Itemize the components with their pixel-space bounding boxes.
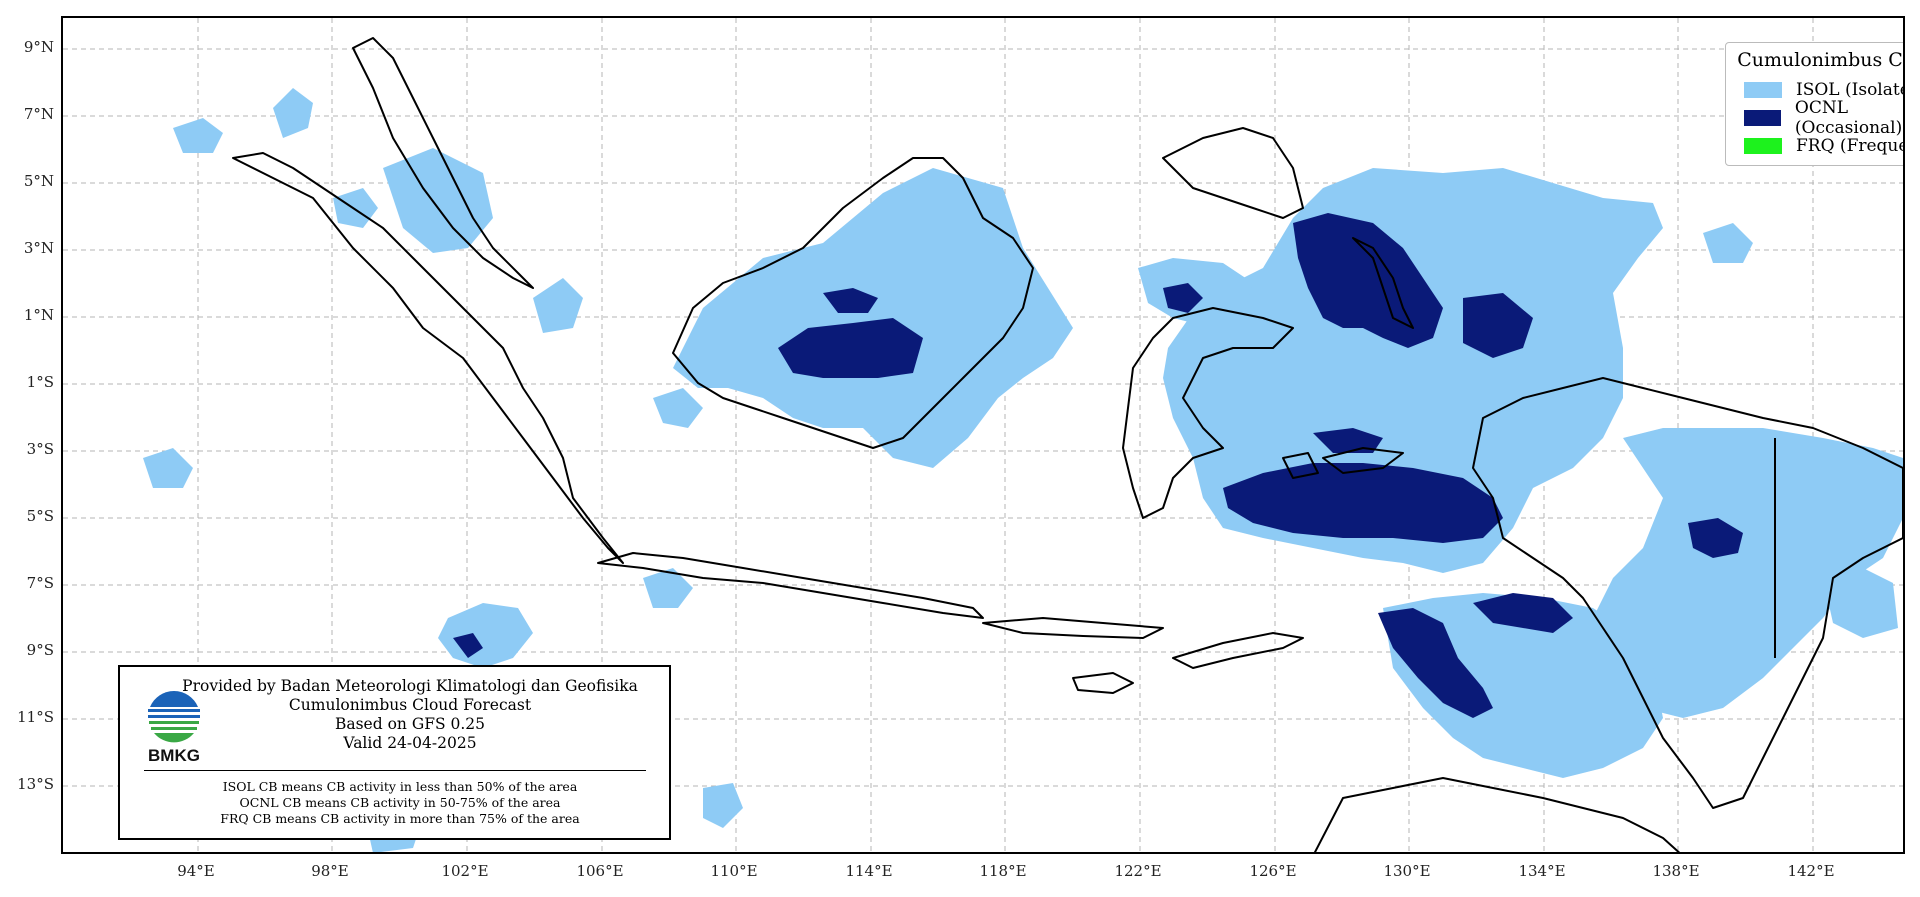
isol-area-aceh — [273, 88, 313, 138]
ocnl-area-sumatra-north — [453, 633, 483, 658]
ocnl-area-kalimantan — [778, 318, 923, 378]
info-line-valid: Valid 24-04-2025 — [343, 734, 477, 752]
ocnl-area-aru — [1473, 593, 1573, 633]
info-line-model: Based on GFS 0.25 — [334, 715, 486, 733]
info-divider — [144, 770, 646, 771]
info-line-title: Cumulonimbus Cloud Forecast — [288, 696, 532, 714]
info-note-ocnl: OCNL CB means CB activity in 50-75% of t… — [239, 795, 561, 810]
lon-label-102e: 102°E — [441, 862, 489, 880]
ocnl-area-papua-east — [1688, 518, 1743, 558]
coast-malay-peninsula — [352, 37, 534, 289]
lat-label-11s: 11°S — [17, 708, 54, 726]
coast-timor — [1172, 632, 1304, 669]
legend-item-isol: ISOL (Isolated) — [1744, 79, 1903, 101]
lon-label-98e: 98°E — [311, 862, 349, 880]
legend-label-isol: ISOL (Isolated) — [1796, 80, 1903, 100]
lon-label-142e: 142°E — [1787, 862, 1835, 880]
coast-sulawesi — [1122, 307, 1294, 519]
ocnl-area-seram — [1313, 428, 1383, 453]
legend: Cumulonimbus Cloud ISOL (Isolated) OCNL … — [1725, 42, 1903, 166]
lat-label-7n: 7°N — [23, 105, 54, 123]
lon-label-134e: 134°E — [1518, 862, 1566, 880]
lon-label-106e: 106°E — [576, 862, 624, 880]
legend-item-ocnl: OCNL (Occasional) — [1744, 98, 1903, 138]
bmkg-logo: BMKG — [147, 690, 201, 763]
lat-label-5s: 5°S — [26, 507, 54, 525]
lon-label-130e: 130°E — [1383, 862, 1431, 880]
info-note-isol: ISOL CB means CB activity in less than 5… — [222, 779, 578, 794]
ocnl-area-sulawesi — [1163, 283, 1203, 313]
ocnl-area-papua-north — [1463, 293, 1533, 358]
ocnl-area-arafura — [1378, 608, 1493, 718]
coast-new-guinea — [1472, 377, 1903, 809]
coast-sumatra — [232, 152, 624, 564]
coast-mindanao — [1162, 127, 1304, 219]
lon-label-114e: 114°E — [845, 862, 893, 880]
isol-area-bottom-right — [1823, 568, 1898, 638]
logo-text: BMKG — [148, 746, 200, 763]
isol-area-northwest — [143, 448, 193, 488]
map-frame: Cumulonimbus Cloud ISOL (Isolated) OCNL … — [61, 16, 1905, 854]
lat-label-13s: 13°S — [17, 775, 54, 793]
isol-area-papua — [1593, 428, 1903, 718]
isol-area-sumatra-coast — [333, 188, 378, 228]
legend-swatch-ocnl — [1744, 110, 1781, 126]
legend-swatch-isol — [1744, 82, 1782, 98]
coast-borneo — [672, 157, 1034, 449]
coast-halmahera — [1352, 237, 1414, 329]
lat-label-1s: 1°S — [26, 373, 54, 391]
legend-label-frq: FRQ (Frequent) — [1796, 136, 1903, 156]
coast-bali-flores — [982, 617, 1164, 639]
lon-label-138e: 138°E — [1652, 862, 1700, 880]
lat-label-3s: 3°S — [26, 440, 54, 458]
coast-australia-north — [1313, 777, 1681, 852]
info-note-frq: FRQ CB means CB activity in more than 75… — [220, 811, 580, 826]
legend-item-frq: FRQ (Frequent) — [1744, 135, 1903, 157]
isol-area-south — [643, 568, 693, 608]
coastlines — [232, 37, 1903, 852]
isol-area-sumatra-west — [533, 278, 583, 333]
coast-java — [597, 552, 984, 619]
lat-label-9s: 9°S — [26, 641, 54, 659]
legend-label-ocnl: OCNL (Occasional) — [1794, 98, 1903, 138]
legend-swatch-frq — [1744, 138, 1782, 154]
lon-label-94e: 94°E — [177, 862, 215, 880]
info-box: BMKG Provided by Badan Meteorologi Klima… — [118, 665, 671, 840]
ocnl-area-kalimantan-north — [823, 288, 878, 313]
isol-area-indian-ocean — [438, 603, 533, 668]
info-line-provider: Provided by Badan Meteorologi Klimatolog… — [182, 677, 638, 695]
lat-label-7s: 7°S — [26, 574, 54, 592]
lat-label-9n: 9°N — [23, 38, 54, 56]
isol-area-borneo — [673, 168, 1073, 468]
legend-title: Cumulonimbus Cloud — [1737, 49, 1903, 71]
coast-buru — [1282, 452, 1319, 479]
coast-seram — [1322, 447, 1404, 474]
isol-area-andaman — [173, 118, 223, 153]
isol-area-philippines-sea — [1703, 223, 1753, 263]
lon-label-110e: 110°E — [710, 862, 758, 880]
isol-area-south-ocean — [703, 783, 743, 828]
map-canvas — [63, 18, 1903, 852]
isol-area-sumatra-north — [383, 148, 493, 253]
isol-area-arafura — [1383, 593, 1663, 778]
lat-label-1n: 1°N — [23, 306, 54, 324]
lat-label-5n: 5°N — [23, 172, 54, 190]
isol-area-java-sea — [653, 388, 703, 428]
lon-label-126e: 126°E — [1249, 862, 1297, 880]
coast-sumba — [1072, 672, 1134, 694]
lon-label-118e: 118°E — [979, 862, 1027, 880]
ocnl-area-banda — [1223, 463, 1503, 543]
lon-label-122e: 122°E — [1114, 862, 1162, 880]
lat-label-3n: 3°N — [23, 239, 54, 257]
